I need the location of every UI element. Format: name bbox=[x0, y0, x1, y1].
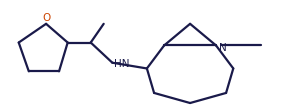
Text: O: O bbox=[42, 12, 50, 22]
Text: N: N bbox=[219, 42, 227, 52]
Text: HN: HN bbox=[114, 58, 129, 68]
